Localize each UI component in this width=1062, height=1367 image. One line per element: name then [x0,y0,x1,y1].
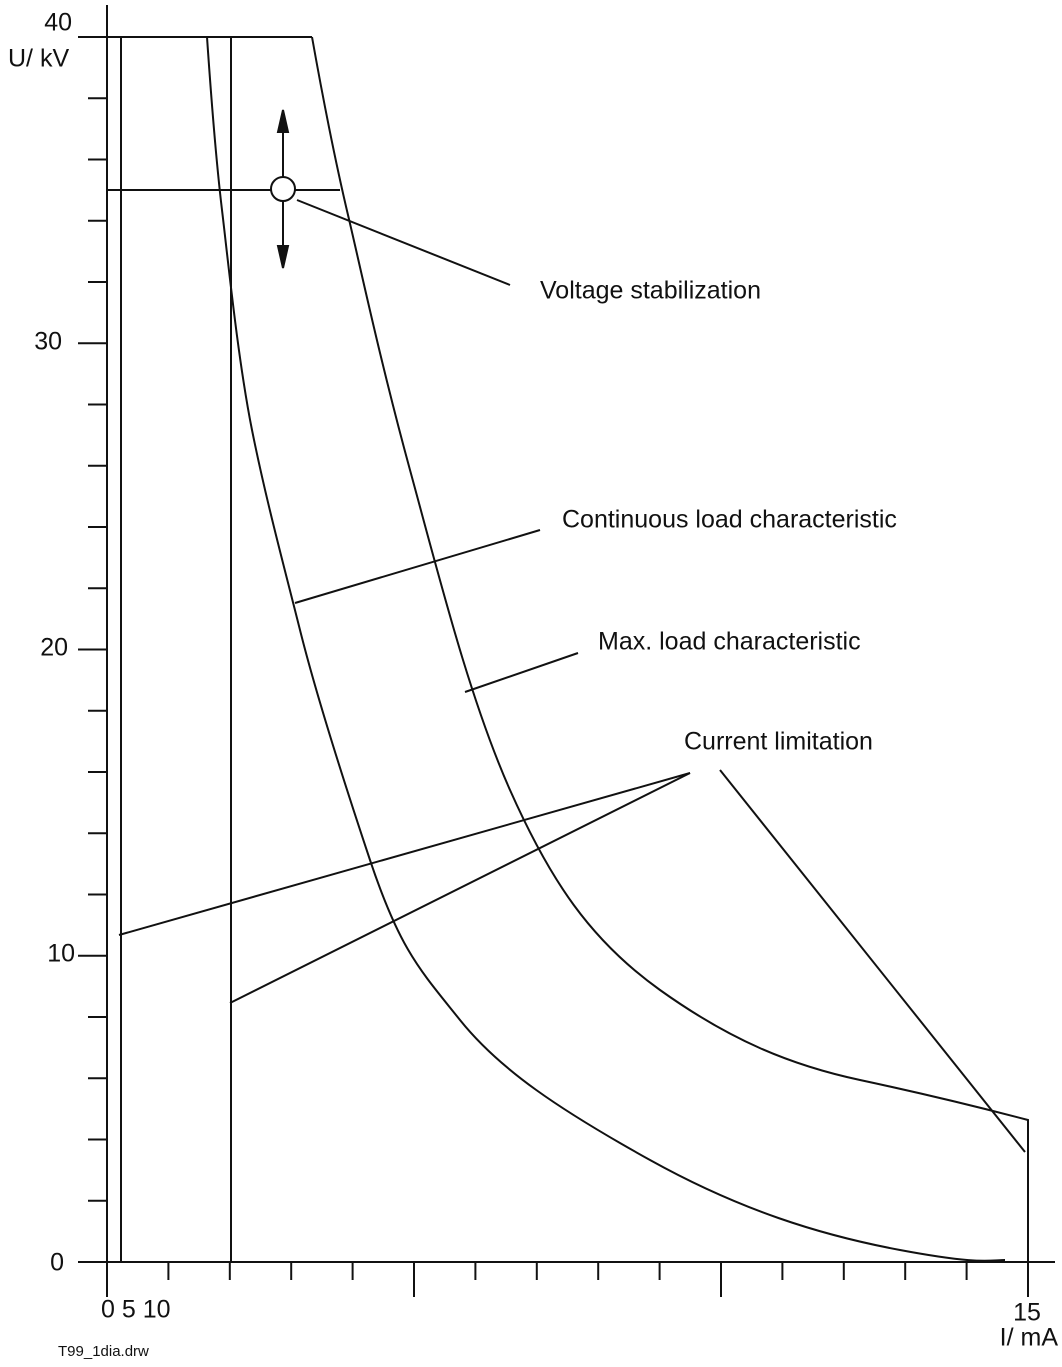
y-axis-label: U/ kV [8,45,69,73]
leader-line [719,769,1026,1153]
leader-line [464,652,579,693]
y-tick-label: 10 [47,940,75,968]
x-tick-label: 0 5 10 [101,1296,171,1324]
leader-line [294,529,541,604]
x-tick-label: 15 [1013,1299,1041,1327]
leader-line [118,772,691,936]
y-tick-label: 40 [44,9,72,37]
arrow-head [276,245,290,269]
leader-line [229,772,691,1004]
operating-point [270,176,296,202]
arrow-head [276,109,290,133]
max-load-curve [311,36,1029,1262]
leader-line [296,199,511,286]
annotation: Max. load characteristic [598,628,861,656]
ticks [78,36,1029,1297]
annotation: Current limitation [684,728,873,756]
x-axis-label: I/ mA [1000,1324,1059,1352]
y-tick-label: 0 [50,1249,64,1277]
filename: T99_1dia.drw [58,1343,149,1360]
y-tick-label: 30 [34,328,62,356]
annotation: Voltage stabilization [540,277,761,305]
continuous-load-curve [206,36,1006,1262]
annotation: Continuous load characteristic [562,506,897,534]
y-tick-label: 20 [40,634,68,662]
